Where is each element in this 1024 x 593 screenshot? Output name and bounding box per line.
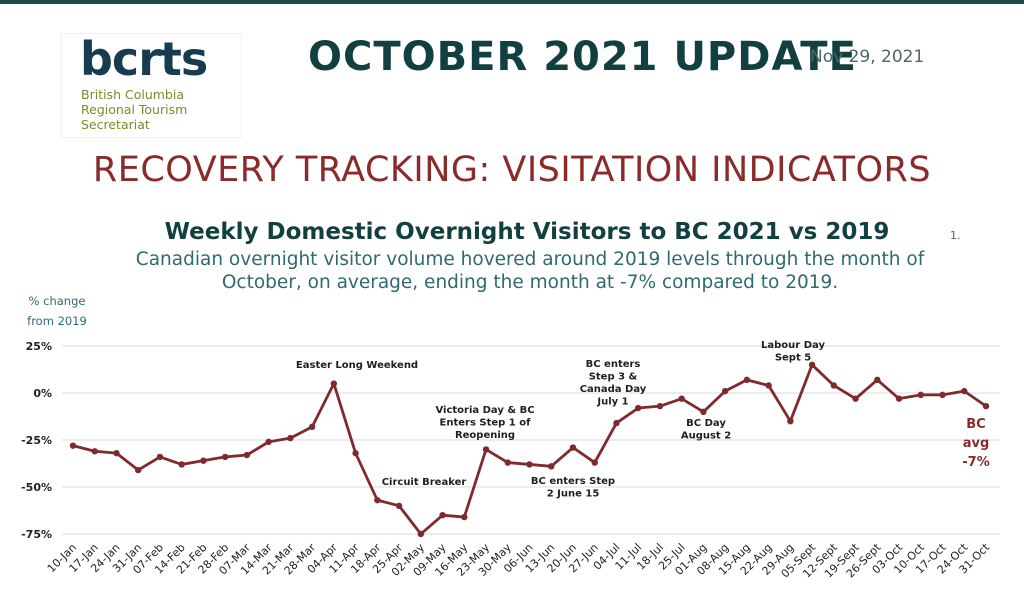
data-point: [678, 395, 685, 402]
data-point: [374, 496, 381, 504]
data-point: [113, 449, 120, 457]
chart-subtitle: Canadian overnight visitor volume hovere…: [135, 249, 925, 293]
data-point: [634, 404, 642, 412]
annotation-label: BC enters Step: [531, 476, 615, 487]
annotation-label: BC enters: [586, 359, 641, 370]
data-point: [895, 395, 903, 402]
bc-avg-label: avg: [963, 436, 990, 451]
annotation-label: Canada Day: [580, 384, 647, 395]
annotation-label: Enters Step 1 of: [440, 418, 532, 429]
y-tick-label: 0%: [33, 387, 52, 400]
line-chart: 25%0%-25%-50%-75%10-Jan17-Jan24-Jan31-Ja…: [21, 340, 1000, 581]
series-line: [72, 363, 987, 536]
logo-wordmark: bcrts: [80, 32, 208, 86]
data-point: [482, 446, 490, 453]
data-point: [221, 453, 229, 461]
y-tick-label: -75%: [21, 528, 52, 541]
data-point: [135, 466, 142, 474]
footnote-marker: 1.: [950, 229, 961, 242]
bcrts-logo: bcrts British Columbia Regional Tourism …: [62, 32, 241, 137]
annotation-label: Labour Day: [761, 340, 825, 351]
data-point: [243, 451, 251, 459]
data-point: [917, 391, 924, 399]
annotation-label: 2 June 15: [547, 489, 600, 500]
bc-avg-label: -7%: [962, 455, 989, 470]
logo-line-2: Regional Tourism: [81, 102, 188, 117]
page-title: OCTOBER 2021 UPDATE: [308, 34, 857, 80]
data-point: [308, 423, 316, 431]
data-point: [808, 361, 816, 368]
data-point: [591, 459, 598, 466]
data-point: [287, 434, 294, 442]
data-point: [700, 408, 707, 415]
data-point: [504, 459, 511, 466]
data-point: [417, 530, 425, 538]
data-point: [395, 502, 403, 509]
annotation-label: July 1: [596, 397, 628, 408]
data-point: [765, 382, 772, 389]
logo-line-1: British Columbia: [81, 87, 184, 102]
data-point: [874, 376, 881, 384]
data-point: [939, 391, 946, 399]
annotation-label: Reopening: [455, 430, 515, 441]
data-point: [961, 387, 968, 395]
data-point: [787, 418, 794, 425]
y-axis-label: % change from 2019: [14, 291, 100, 331]
data-point: [156, 453, 164, 461]
top-accent-bar: [0, 0, 1024, 4]
annotation-label: Circuit Breaker: [382, 477, 467, 488]
annotation-label: August 2: [681, 431, 731, 442]
chart-title: Weekly Domestic Overnight Visitors to BC…: [164, 219, 890, 245]
data-point: [830, 382, 838, 389]
annotation-label: Easter Long Weekend: [296, 360, 418, 371]
data-point: [721, 387, 729, 395]
data-point: [569, 444, 577, 451]
logo-line-3: Secretariat: [81, 117, 150, 132]
data-point: [352, 449, 359, 457]
data-point: [526, 461, 533, 468]
annotation-label: Victoria Day & BC: [435, 405, 534, 416]
data-point: [743, 376, 751, 384]
data-point: [330, 380, 338, 387]
y-tick-label: 25%: [26, 340, 52, 353]
data-point: [200, 457, 207, 464]
bc-avg-label: BC: [966, 417, 985, 432]
annotation-label: BC Day: [686, 418, 726, 429]
data-point: [982, 402, 990, 410]
y-tick-label: -50%: [21, 481, 52, 494]
data-point: [461, 513, 468, 521]
data-point: [439, 512, 446, 519]
data-point: [852, 395, 859, 402]
data-point: [178, 461, 185, 468]
data-point: [656, 402, 664, 410]
y-axis-label-line-2: from 2019: [27, 314, 87, 328]
annotation-label: Step 3 &: [589, 372, 638, 383]
y-axis-label-line-1: % change: [28, 294, 86, 308]
annotation-label: Sept 5: [775, 353, 811, 364]
report-date: Nov 29, 2021: [810, 47, 925, 67]
data-point: [548, 463, 555, 470]
y-tick-label: -25%: [21, 434, 52, 447]
data-point: [69, 442, 77, 449]
data-point: [265, 438, 272, 446]
data-point: [613, 419, 620, 427]
section-title: RECOVERY TRACKING: VISITATION INDICATORS: [92, 150, 932, 190]
data-point: [91, 448, 98, 455]
